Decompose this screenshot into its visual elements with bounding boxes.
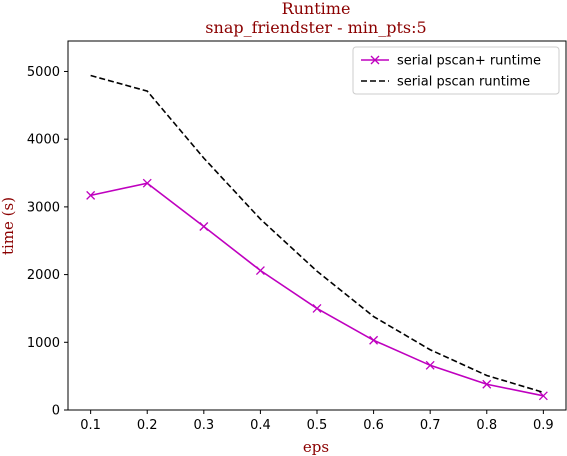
legend-box bbox=[352, 46, 560, 95]
y-tick-label: 5000 bbox=[27, 65, 60, 80]
x-tick-label: 0.5 bbox=[307, 418, 328, 433]
y-tick-label: 0 bbox=[52, 404, 60, 419]
plot-area: 0.1 0.2 0.3 0.4 0.5 0.6 0.7 0.8 0.9 0 1000 2000 3000… bbox=[27, 40, 567, 433]
data-point-marker bbox=[142, 178, 152, 188]
data-point-marker bbox=[199, 222, 209, 231]
series-line-2 bbox=[90, 74, 544, 394]
y-tick-label: 3000 bbox=[27, 200, 60, 215]
marker-stroke bbox=[369, 335, 379, 345]
data-point-marker bbox=[425, 360, 435, 370]
y-tick-label: 4000 bbox=[27, 133, 60, 148]
marker-stroke bbox=[312, 303, 322, 313]
marker-stroke bbox=[538, 391, 548, 401]
series-line-1 bbox=[90, 182, 544, 397]
y-tick-label: 2000 bbox=[27, 268, 60, 283]
legend: serial pscan+ runtime serial pscan runtim… bbox=[352, 46, 560, 95]
marker-stroke bbox=[425, 360, 435, 370]
data-point-marker bbox=[482, 379, 492, 389]
plot-frame bbox=[67, 40, 567, 411]
x-tick-label: 0.4 bbox=[250, 418, 271, 433]
x-tick-label: 0.1 bbox=[80, 418, 101, 433]
x-tick-label: 0.8 bbox=[476, 418, 497, 433]
y-tick-label: 1000 bbox=[27, 336, 60, 351]
marker-stroke bbox=[86, 190, 96, 200]
x-tick-label: 0.3 bbox=[193, 418, 214, 433]
marker-stroke bbox=[482, 379, 492, 389]
data-point-marker bbox=[538, 391, 548, 401]
marker-stroke bbox=[142, 178, 152, 188]
data-point-marker bbox=[86, 190, 96, 200]
x-tick-label: 0.9 bbox=[533, 418, 554, 433]
chart-title: Runtime bbox=[282, 0, 351, 18]
x-tick-label: 0.2 bbox=[137, 418, 158, 433]
legend-label-2: serial pscan runtime bbox=[397, 75, 530, 90]
legend-label-1: serial pscan+ runtime bbox=[397, 54, 541, 69]
chart-subtitle: snap_friendster - min_pts:5 bbox=[205, 18, 426, 37]
marker-stroke bbox=[255, 266, 265, 275]
y-axis-label: time (s) bbox=[0, 197, 17, 255]
x-axis-label: eps bbox=[303, 438, 329, 456]
legend-marker-stroke bbox=[370, 55, 380, 65]
data-point-marker bbox=[255, 266, 265, 275]
x-tick-label: 0.6 bbox=[363, 418, 384, 433]
x-tick-label: 0.7 bbox=[420, 418, 441, 433]
marker-stroke bbox=[199, 222, 209, 231]
data-point-marker bbox=[312, 303, 322, 313]
data-point-marker bbox=[369, 335, 379, 345]
